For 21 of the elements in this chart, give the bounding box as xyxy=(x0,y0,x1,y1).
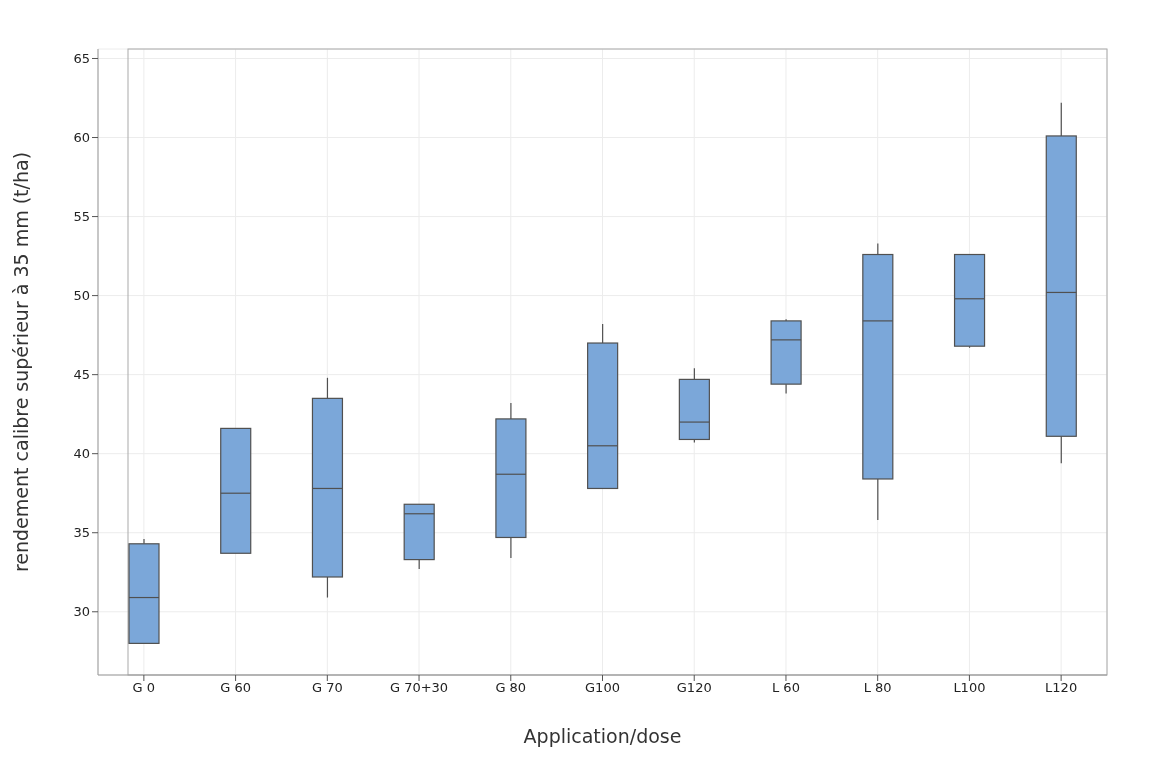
y-tick-label: 65 xyxy=(73,51,90,67)
x-tick-label: G 0 xyxy=(132,680,156,696)
x-tick-label: L 60 xyxy=(771,680,800,696)
x-axis-title: Application/dose xyxy=(523,725,682,747)
y-tick-label: 45 xyxy=(73,367,90,383)
y-tick-label: 55 xyxy=(73,209,90,225)
y-tick-label: 35 xyxy=(73,525,90,541)
x-tick-label: G100 xyxy=(585,680,620,696)
x-tick-label: L 80 xyxy=(863,680,892,696)
y-axis-title: rendement calibre supérieur à 35 mm (t/ha) xyxy=(9,151,32,573)
y-tick-label: 30 xyxy=(73,604,90,620)
x-tick-label: L100 xyxy=(953,680,986,696)
x-tick-label: L120 xyxy=(1045,680,1078,696)
x-tick-label: G 70+30 xyxy=(389,680,449,696)
y-tick-label: 60 xyxy=(73,130,90,146)
x-tick-label: G 80 xyxy=(495,680,527,696)
x-tick-label: G120 xyxy=(676,680,712,696)
x-tick-label: G 60 xyxy=(220,680,251,696)
x-tick-label: G 70 xyxy=(311,680,343,696)
y-tick-label: 50 xyxy=(73,288,90,304)
y-tick-label: 40 xyxy=(73,446,90,462)
